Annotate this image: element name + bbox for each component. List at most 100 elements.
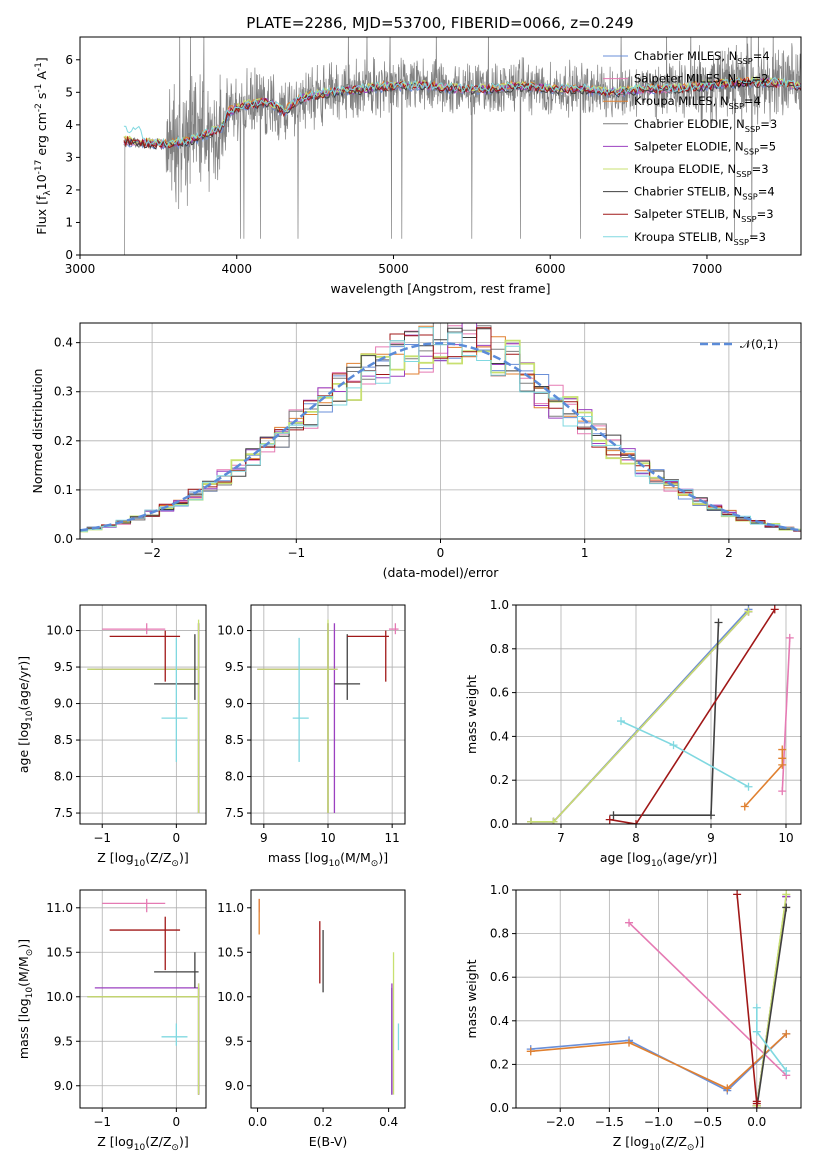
figure-title: PLATE=2286, MJD=53700, FIBERID=0066, z=0… (246, 14, 633, 32)
errorbar-point-2 (102, 898, 166, 913)
errorbar-point-8 (109, 916, 181, 971)
y-tick-label: 0.2 (490, 1057, 509, 1071)
x-tick-label: 7 (557, 831, 565, 845)
y-tick-label: 0.2 (490, 773, 509, 787)
point-marker (778, 754, 787, 763)
x-tick-label: −1.5 (595, 1115, 624, 1129)
axes-frame (250, 889, 406, 1109)
errorbar-point-2 (388, 623, 399, 635)
y-tick-label: 10.5 (217, 945, 244, 959)
y-tick-label: 5 (65, 85, 73, 99)
y-tick-label: 8.0 (225, 770, 244, 784)
y-tick-label: 1.0 (490, 598, 509, 612)
point-marker (625, 918, 634, 927)
x-tick-label: −0.5 (693, 1115, 722, 1129)
plot-area (87, 898, 200, 1095)
chart-age-vs-mass: 9 10 11 7.5 8.0 8.5 9.0 9.5 10.0 mass [log10(M/M⊙… (217, 604, 406, 869)
x-tick-label: 0 (173, 831, 181, 845)
point-marker (740, 802, 749, 811)
x-tick-label: 9 (260, 831, 268, 845)
axes-frame (79, 604, 207, 825)
y-tick-label: 0.4 (54, 336, 73, 350)
y-tick-label: 11.0 (217, 901, 244, 915)
y-tick-label: 4 (65, 118, 73, 132)
point-marker (752, 1003, 761, 1012)
point-marker (549, 817, 558, 824)
y-tick-label: 10.5 (46, 945, 73, 959)
x-tick-label: −2.0 (546, 1115, 575, 1129)
x-tick-label: −1 (93, 1115, 111, 1129)
legend-label: Kroupa STELIB, NSSP=3 (634, 230, 766, 247)
errorbar-point-7 (154, 952, 199, 988)
x-tick-label: 0.0 (747, 1115, 766, 1129)
legend-label: Chabrier MILES, NSSP=4 (634, 49, 770, 66)
x-tick-label: 1 (581, 546, 589, 560)
chart-residuals: −2 −1 0 1 2 0.0 0.1 0.2 0.3 0.4 (data-model)/error… (30, 322, 802, 580)
y-tick-label: 0.4 (490, 1014, 509, 1028)
chart-mass-vs-EBV: 0.0 0.2 0.4 9.0 9.5 10.0 10.5 11.0 E(B-V) (217, 889, 406, 1149)
y-tick-label: 0.2 (54, 434, 73, 448)
y-axis-label: mass [log10(M/M⊙)] (16, 939, 35, 1059)
point-marker (723, 1084, 732, 1093)
legend-label: Salpeter ELODIE, NSSP=5 (634, 139, 776, 156)
point-marker (714, 618, 723, 627)
legend-label: Kroupa MILES, NSSP=4 (634, 94, 761, 111)
axes-frame (79, 36, 802, 256)
x-axis-label: wavelength [Angstrom, rest frame] (330, 281, 550, 296)
mass-weight-series-9 (617, 717, 753, 791)
y-tick-label: 1.0 (490, 883, 509, 897)
point-marker (782, 1029, 791, 1038)
point-marker (632, 820, 640, 824)
point-marker (782, 1066, 791, 1075)
y-tick-label: 0.0 (490, 1101, 509, 1115)
series-line (628, 922, 787, 1076)
x-tick-label: 10 (320, 831, 335, 845)
errorbar-point-9 (161, 637, 188, 762)
y-tick-label: 0.8 (490, 642, 509, 656)
model-spectrum-8 (123, 77, 801, 149)
errorbar-point-9 (161, 1023, 188, 1046)
mass-weight-series-8 (605, 605, 779, 824)
errorbar-point-8 (109, 630, 181, 682)
y-tick-label: 0.6 (490, 970, 509, 984)
x-axis-label: Z [log10(Z/Z⊙)] (97, 1134, 188, 1153)
x-tick-label: 0.4 (379, 1115, 398, 1129)
x-tick-label: −1 (287, 546, 305, 560)
plot-area (258, 898, 400, 1095)
y-tick-label: 1 (65, 215, 73, 229)
y-tick-label: 10.0 (217, 990, 244, 1004)
x-tick-label: 9 (707, 831, 715, 845)
chart-age-vs-Z: −1 0 7.5 8.0 8.5 9.0 9.5 10.0 Z [log10(Z/Z⊙)] age… (16, 604, 207, 869)
x-tick-label: 3000 (65, 262, 96, 276)
x-axis-label: E(B-V) (309, 1134, 348, 1149)
y-tick-label: 0.3 (54, 385, 73, 399)
y-tick-label: 0 (65, 248, 73, 262)
y-tick-label: 0.6 (490, 686, 509, 700)
legend-label: Salpeter STELIB, NSSP=3 (634, 207, 774, 224)
x-axis-label: mass [log10(M/M⊙)] (268, 850, 388, 869)
legend-label: 𝒩(0,1) (740, 337, 778, 351)
chart-mass-weight-vs-Z: −2.0 −1.5 −1.0 −0.5 0.0 0.0 0.2 0.4 0.6 0.8 1.0 Z [… (464, 883, 802, 1153)
point-marker (752, 1097, 761, 1106)
y-tick-label: 8.5 (225, 733, 244, 747)
legend-label: Chabrier STELIB, NSSP=4 (634, 185, 775, 202)
series-line (531, 611, 750, 823)
series-line (744, 749, 784, 808)
mass-weight-series-7 (609, 618, 723, 820)
point-marker (778, 787, 787, 796)
axes-frame (79, 889, 207, 1109)
x-axis-label: Z [log10(Z/Z⊙)] (613, 1134, 704, 1153)
y-tick-label: 8.5 (54, 733, 73, 747)
point-marker (527, 817, 535, 824)
point-marker (605, 815, 614, 824)
y-tick-label: 10.0 (217, 624, 244, 638)
y-tick-label: 9.0 (225, 697, 244, 711)
y-tick-label: 7.5 (54, 806, 73, 820)
x-tick-label: 4000 (221, 262, 252, 276)
mass-weight-series-2 (625, 918, 791, 1080)
point-marker (669, 741, 678, 750)
x-tick-label: 2 (725, 546, 733, 560)
series-line (613, 622, 720, 816)
y-axis-label: Flux [fλ10-17 erg cm-2 s-1 A-1] (34, 57, 53, 235)
mass-weight-series-6 (527, 607, 753, 824)
